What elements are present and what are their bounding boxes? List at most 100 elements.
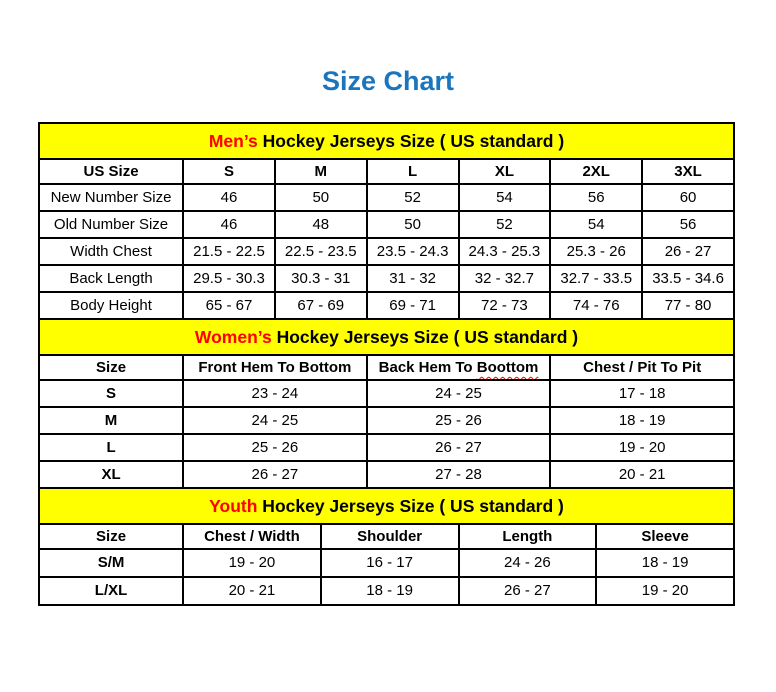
- column-header-front-hem: Front Hem To Bottom: [182, 354, 368, 381]
- size-value-cell: 24 - 25: [182, 406, 368, 435]
- mens-header-row: US Size S M L XL 2XL 3XL: [37, 158, 735, 185]
- size-value-cell: 33.5 - 34.6: [641, 264, 735, 293]
- mens-size-table: Men’s Hockey Jerseys Size ( US standard …: [37, 122, 735, 320]
- size-value-cell: 24.3 - 25.3: [457, 237, 552, 266]
- youth-banner-highlight: Youth: [209, 495, 258, 516]
- size-value-cell: 50: [273, 183, 368, 212]
- column-header-size: Size: [37, 523, 185, 550]
- size-value-cell: 32 - 32.7: [457, 264, 552, 293]
- page-title: Size Chart: [321, 66, 455, 96]
- size-value-cell: 30.3 - 31: [273, 264, 368, 293]
- size-value-cell: 26 - 27: [182, 460, 368, 489]
- column-header-m: M: [273, 158, 368, 185]
- size-value-cell: 23.5 - 24.3: [365, 237, 460, 266]
- table-row-women-l: L 25 - 26 26 - 27 19 - 20: [37, 433, 735, 462]
- column-header-shoulder: Shoulder: [319, 523, 460, 550]
- youth-banner-rest: Hockey Jerseys Size ( US standard ): [257, 495, 564, 516]
- table-row-body-height: Body Height 65 - 67 67 - 69 69 - 71 72 -…: [37, 291, 735, 320]
- column-header-chest-width: Chest / Width: [182, 523, 322, 550]
- column-header-size: Size: [37, 354, 185, 381]
- column-header-3xl: 3XL: [641, 158, 735, 185]
- table-row-youth-sm: S/M 19 - 20 16 - 17 24 - 26 18 - 19: [37, 548, 735, 578]
- size-value-cell: 48: [273, 210, 368, 239]
- size-value-cell: 23 - 24: [182, 379, 368, 408]
- column-header-xl: XL: [457, 158, 552, 185]
- size-value-cell: 26 - 27: [641, 237, 735, 266]
- size-value-cell: 19 - 20: [182, 548, 322, 578]
- column-header-l: L: [365, 158, 460, 185]
- womens-banner-highlight: Women’s: [194, 326, 272, 347]
- size-value-cell: 20 - 21: [182, 576, 322, 606]
- mens-banner-row: Men’s Hockey Jerseys Size ( US standard …: [38, 122, 735, 160]
- column-header-length: Length: [457, 523, 598, 550]
- size-value-cell: 25 - 26: [182, 433, 368, 462]
- size-value-cell: 56: [641, 210, 735, 239]
- size-value-cell: 77 - 80: [641, 291, 735, 320]
- size-value-cell: 19 - 20: [595, 576, 735, 606]
- row-label: L/XL: [37, 576, 185, 606]
- size-value-cell: 29.5 - 30.3: [182, 264, 276, 293]
- size-value-cell: 52: [457, 210, 552, 239]
- size-value-cell: 31 - 32: [365, 264, 460, 293]
- size-value-cell: 65 - 67: [182, 291, 276, 320]
- table-row-back-length: Back Length 29.5 - 30.3 30.3 - 31 31 - 3…: [37, 264, 735, 293]
- table-row-women-m: M 24 - 25 25 - 26 18 - 19: [37, 406, 735, 435]
- size-value-cell: 19 - 20: [549, 433, 735, 462]
- youth-section-banner: Youth Hockey Jerseys Size ( US standard …: [38, 487, 735, 525]
- column-header-back-hem: Back Hem To Boottom: [365, 354, 552, 381]
- youth-header-row: Size Chest / Width Shoulder Length Sleev…: [37, 523, 735, 550]
- table-row-women-s: S 23 - 24 24 - 25 17 - 18: [37, 379, 735, 408]
- table-row-new-number-size: New Number Size 46 50 52 54 56 60: [37, 183, 735, 212]
- size-value-cell: 46: [182, 210, 276, 239]
- size-value-cell: 18 - 19: [549, 406, 735, 435]
- row-label: Width Chest: [37, 237, 185, 266]
- column-header-sleeve: Sleeve: [595, 523, 735, 550]
- womens-size-table: Women’s Hockey Jerseys Size ( US standar…: [37, 318, 735, 489]
- size-value-cell: 52: [365, 183, 460, 212]
- womens-section-banner: Women’s Hockey Jerseys Size ( US standar…: [38, 318, 735, 356]
- row-label: M: [37, 406, 185, 435]
- size-chart: Men’s Hockey Jerseys Size ( US standard …: [37, 122, 735, 606]
- column-header-s: S: [182, 158, 276, 185]
- youth-size-table: Youth Hockey Jerseys Size ( US standard …: [37, 487, 735, 606]
- size-value-cell: 20 - 21: [549, 460, 735, 489]
- mens-banner-rest: Hockey Jerseys Size ( US standard ): [257, 130, 565, 151]
- size-value-cell: 17 - 18: [549, 379, 735, 408]
- size-value-cell: 24 - 25: [365, 379, 552, 408]
- size-value-cell: 26 - 27: [457, 576, 598, 606]
- row-label: New Number Size: [37, 183, 185, 212]
- size-value-cell: 72 - 73: [457, 291, 552, 320]
- row-label: S/M: [37, 548, 185, 578]
- size-value-cell: 25 - 26: [365, 406, 552, 435]
- mens-section-banner: Men’s Hockey Jerseys Size ( US standard …: [38, 122, 735, 160]
- youth-banner-row: Youth Hockey Jerseys Size ( US standard …: [38, 487, 735, 525]
- size-value-cell: 26 - 27: [365, 433, 552, 462]
- row-label: Body Height: [37, 291, 185, 320]
- table-row-width-chest: Width Chest 21.5 - 22.5 22.5 - 23.5 23.5…: [37, 237, 735, 266]
- size-value-cell: 18 - 19: [319, 576, 460, 606]
- size-value-cell: 54: [457, 183, 552, 212]
- size-value-cell: 22.5 - 23.5: [273, 237, 368, 266]
- column-header-2xl: 2XL: [549, 158, 644, 185]
- size-value-cell: 24 - 26: [457, 548, 598, 578]
- size-value-cell: 32.7 - 33.5: [549, 264, 644, 293]
- column-header-us-size: US Size: [37, 158, 185, 185]
- row-label: S: [37, 379, 185, 408]
- size-value-cell: 21.5 - 22.5: [182, 237, 276, 266]
- table-row-women-xl: XL 26 - 27 27 - 28 20 - 21: [37, 460, 735, 489]
- size-value-cell: 56: [549, 183, 644, 212]
- size-value-cell: 54: [549, 210, 644, 239]
- size-value-cell: 16 - 17: [319, 548, 460, 578]
- row-label: Old Number Size: [37, 210, 185, 239]
- table-row-youth-lxl: L/XL 20 - 21 18 - 19 26 - 27 19 - 20: [37, 576, 735, 606]
- mens-banner-highlight: Men’s: [208, 130, 258, 151]
- size-value-cell: 46: [182, 183, 276, 212]
- size-value-cell: 60: [641, 183, 735, 212]
- row-label: L: [37, 433, 185, 462]
- back-hem-misspelled-word: Boottom: [476, 358, 539, 376]
- size-value-cell: 50: [365, 210, 460, 239]
- size-value-cell: 27 - 28: [365, 460, 552, 489]
- column-header-chest-pit: Chest / Pit To Pit: [549, 354, 735, 381]
- size-value-cell: 67 - 69: [273, 291, 368, 320]
- womens-header-row: Size Front Hem To Bottom Back Hem To Boo…: [37, 354, 735, 381]
